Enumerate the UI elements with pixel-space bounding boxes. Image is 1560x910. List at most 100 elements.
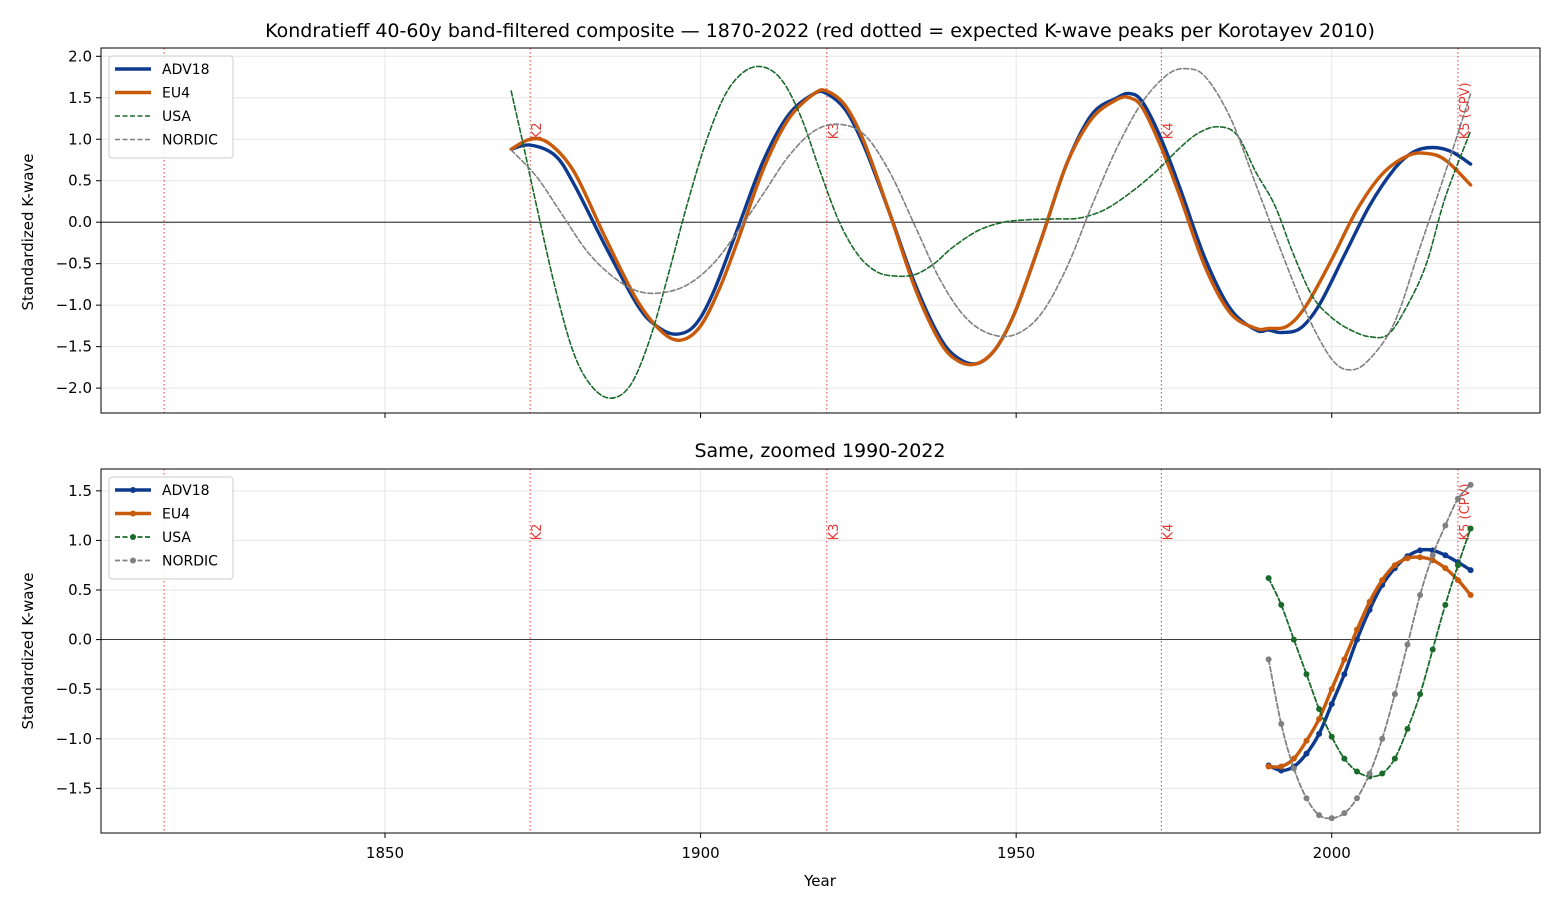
data-point-nordic bbox=[1442, 522, 1449, 529]
data-point-usa bbox=[1454, 562, 1461, 569]
data-point-nordic bbox=[1303, 795, 1310, 802]
y-tick-label: 1.5 bbox=[68, 89, 92, 107]
data-point-adv18 bbox=[1341, 671, 1348, 678]
data-point-nordic bbox=[1328, 815, 1335, 822]
data-point-usa bbox=[1404, 725, 1411, 732]
data-point-eu4 bbox=[1366, 598, 1373, 605]
legend-label-nordic: NORDIC bbox=[162, 133, 218, 149]
data-point-nordic bbox=[1316, 812, 1323, 819]
legend-marker-eu4 bbox=[130, 510, 136, 517]
legend-label-usa: USA bbox=[162, 109, 191, 125]
y-tick-label: −1.5 bbox=[56, 338, 92, 356]
top-panel: Kondratieff 40-60y band-filtered composi… bbox=[19, 20, 1541, 418]
data-point-usa bbox=[1303, 671, 1310, 678]
y-tick-label: 1.0 bbox=[68, 531, 92, 549]
data-point-eu4 bbox=[1467, 591, 1474, 598]
series-group bbox=[1265, 481, 1474, 822]
data-point-eu4 bbox=[1265, 763, 1272, 770]
data-point-usa bbox=[1328, 733, 1335, 740]
legend-marker-usa bbox=[130, 534, 136, 540]
y-tick-label: −1.0 bbox=[56, 296, 92, 314]
data-point-eu4 bbox=[1341, 656, 1348, 663]
data-point-adv18 bbox=[1316, 730, 1323, 737]
bottom-x-axis-label: Year bbox=[803, 872, 837, 890]
data-point-eu4 bbox=[1353, 626, 1360, 633]
legend-label-adv18: ADV18 bbox=[162, 62, 210, 78]
legend-label-eu4: EU4 bbox=[162, 86, 190, 102]
y-tick-label: 1.0 bbox=[68, 130, 92, 148]
data-point-adv18 bbox=[1303, 750, 1310, 757]
data-point-usa bbox=[1391, 755, 1398, 762]
x-tick-label: 1950 bbox=[997, 844, 1035, 862]
data-point-adv18 bbox=[1353, 636, 1360, 643]
data-point-eu4 bbox=[1404, 555, 1411, 562]
top-plot-area: K2 K3 K4 K5 (CPV)−2.0−1.5−1.0−0.50.00.51.01… bbox=[56, 47, 1541, 418]
data-point-nordic bbox=[1454, 495, 1461, 502]
data-point-nordic bbox=[1366, 770, 1373, 777]
expected-peak-label: K3 bbox=[827, 524, 842, 541]
data-point-nordic bbox=[1429, 552, 1436, 559]
top-y-axis-label: Standardized K-wave bbox=[19, 153, 37, 310]
series-line-usa bbox=[510, 65, 1472, 399]
y-tick-label: −1.5 bbox=[56, 779, 92, 797]
data-point-eu4 bbox=[1290, 755, 1297, 762]
data-point-usa bbox=[1341, 755, 1348, 762]
data-point-eu4 bbox=[1303, 737, 1310, 744]
y-tick-label: 0.5 bbox=[68, 172, 92, 190]
y-tick-label: 2.0 bbox=[68, 47, 92, 65]
data-point-nordic bbox=[1417, 591, 1424, 598]
bottom-chart-title: Same, zoomed 1990-2022 bbox=[694, 440, 945, 462]
y-tick-label: 0.0 bbox=[68, 631, 92, 649]
series-line-eu4 bbox=[509, 88, 1473, 367]
bottom-panel: Same, zoomed 1990-2022 Standardized K-wa… bbox=[19, 440, 1541, 890]
data-point-usa bbox=[1442, 601, 1449, 608]
data-point-nordic bbox=[1391, 691, 1398, 698]
data-point-usa bbox=[1353, 768, 1360, 775]
expected-peak-label: K4 bbox=[1161, 524, 1176, 541]
data-point-nordic bbox=[1265, 656, 1272, 663]
data-point-usa bbox=[1290, 636, 1297, 643]
y-tick-label: 0.5 bbox=[68, 581, 92, 599]
axes-frame bbox=[100, 468, 1541, 834]
data-point-usa bbox=[1417, 691, 1424, 698]
data-point-nordic bbox=[1290, 765, 1297, 772]
data-point-eu4 bbox=[1417, 554, 1424, 561]
y-tick-label: 1.5 bbox=[68, 482, 92, 500]
data-point-usa bbox=[1278, 601, 1285, 608]
y-tick-label: −1.0 bbox=[56, 730, 92, 748]
legend-marker-adv18 bbox=[130, 487, 136, 493]
top-chart-title: Kondratieff 40-60y band-filtered composi… bbox=[265, 20, 1375, 42]
expected-peak-label: K2 bbox=[530, 122, 545, 139]
data-point-adv18 bbox=[1467, 567, 1474, 574]
data-point-usa bbox=[1379, 770, 1386, 777]
data-point-eu4 bbox=[1379, 577, 1386, 584]
data-point-nordic bbox=[1379, 735, 1386, 742]
data-point-eu4 bbox=[1278, 763, 1285, 770]
data-point-nordic bbox=[1341, 810, 1348, 817]
y-tick-label: −0.5 bbox=[56, 255, 92, 273]
x-tick-label: 1850 bbox=[366, 844, 404, 862]
data-point-nordic bbox=[1467, 481, 1474, 488]
data-point-nordic bbox=[1404, 641, 1411, 648]
data-point-adv18 bbox=[1417, 547, 1424, 554]
data-point-nordic bbox=[1278, 720, 1285, 727]
data-point-eu4 bbox=[1454, 577, 1461, 584]
data-point-adv18 bbox=[1442, 552, 1449, 559]
y-tick-label: −0.5 bbox=[56, 680, 92, 698]
data-point-usa bbox=[1429, 646, 1436, 653]
data-point-eu4 bbox=[1442, 565, 1449, 572]
data-point-eu4 bbox=[1328, 686, 1335, 693]
data-point-adv18 bbox=[1328, 701, 1335, 708]
data-point-nordic bbox=[1353, 795, 1360, 802]
expected-peak-label: K2 bbox=[530, 524, 545, 541]
data-point-eu4 bbox=[1391, 562, 1398, 569]
expected-peak-label: K4 bbox=[1161, 122, 1176, 139]
data-point-usa bbox=[1316, 706, 1323, 713]
bottom-plot-area: K2 K3 K4 K5 (CPV) −1.5 −1.0 −0.5 0.0 0.5 1.0 1.5 18… bbox=[56, 468, 1541, 862]
data-point-usa bbox=[1265, 575, 1272, 582]
data-point-usa bbox=[1467, 525, 1474, 532]
x-tick-label: 2000 bbox=[1313, 844, 1351, 862]
series-group bbox=[509, 65, 1473, 399]
